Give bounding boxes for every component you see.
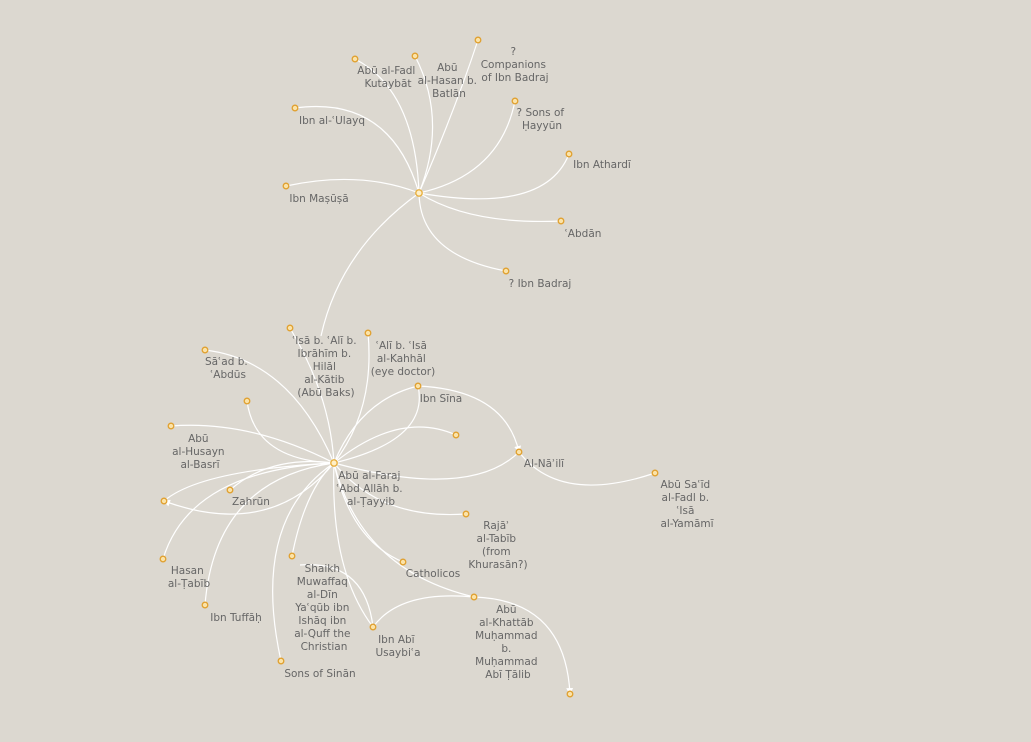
link <box>418 192 562 223</box>
label-khattab: Abū al-Khattāb Muḥammad b. Muḥammad Abī … <box>475 604 541 681</box>
node-zahrun[interactable] <box>226 486 234 494</box>
link <box>333 462 467 516</box>
label-ibnbatlan: Abū al-Hasan b. Batlān <box>418 62 481 100</box>
link <box>294 105 420 194</box>
node-sonshayyun[interactable] <box>511 97 519 105</box>
label-abuhusayn: Abū al-Husayn al-Basrī <box>172 433 228 471</box>
link <box>418 100 516 194</box>
node-sinan[interactable] <box>277 657 285 665</box>
link <box>333 462 475 598</box>
label-naili: Al-Nāʾilī <box>524 458 564 470</box>
link <box>272 462 335 662</box>
link <box>170 424 335 464</box>
link <box>333 426 457 464</box>
label-sinan: Sons of Sinān <box>284 668 355 680</box>
node-unlabeled-3[interactable] <box>160 497 168 505</box>
label-yamami: Abū Saʿīd al-Fadl b. ʿIsā al-Yamāmī <box>660 479 713 530</box>
node-abdan[interactable] <box>557 217 565 225</box>
link <box>418 39 479 194</box>
link <box>333 451 520 480</box>
label-isa: ʿIsā b. ʿAlī b. Ibrāhīm b. Hilāl al-Kāti… <box>292 335 360 399</box>
label-ali: ʿAlī b. ʿIsā al-Kahhāl (eye doctor) <box>371 340 435 378</box>
node-yamami[interactable] <box>651 469 659 477</box>
node-hasan[interactable] <box>159 555 167 563</box>
link <box>473 596 574 695</box>
nodes <box>159 36 659 698</box>
node-ibnsina[interactable] <box>414 382 422 390</box>
link <box>418 153 570 200</box>
label-abdan: ʿAbdān <box>565 228 602 240</box>
node-unlabeled-2[interactable] <box>452 431 460 439</box>
link <box>418 192 507 272</box>
node-ibnbatlan[interactable] <box>411 52 419 60</box>
link <box>299 564 374 628</box>
node-companions[interactable] <box>474 36 482 44</box>
label-muwaffaq: Shaikh Muwaffaq al-Dīn Yaʿqūb ibn Ishāq … <box>294 563 354 653</box>
label-tuffah: Ibn Tuffāḥ <box>210 612 262 624</box>
node-naili[interactable] <box>515 448 523 456</box>
node-abufaraj[interactable] <box>330 459 338 467</box>
link <box>333 385 420 464</box>
node-ali[interactable] <box>364 329 372 337</box>
link <box>518 451 656 486</box>
link <box>333 332 370 464</box>
link <box>372 595 475 628</box>
link <box>204 349 335 464</box>
label-saad: Sāʿad b. ʿAbdūs <box>205 356 251 381</box>
label-companions: ? Companions of Ibn Badraj <box>481 46 550 84</box>
link <box>333 462 374 628</box>
node-tuffah[interactable] <box>201 601 209 609</box>
label-hasan: Hasan al-Ṭabīb <box>168 565 211 590</box>
link <box>163 462 335 515</box>
node-unlabeled-4[interactable] <box>566 690 574 698</box>
link <box>246 400 335 464</box>
link <box>285 178 420 194</box>
link <box>414 55 434 194</box>
link <box>229 460 335 491</box>
label-abualfadl: Abū al-Fadl Kutaybāt <box>357 65 418 90</box>
link <box>289 327 335 464</box>
link <box>291 462 335 557</box>
node-catholicos[interactable] <box>399 558 407 566</box>
labels: ? Companions of Ibn Badraj Abū al-Fadl K… <box>168 46 714 681</box>
label-ibnsina: Ibn Sīna <box>420 393 462 405</box>
label-sonshayyun: ? Sons of Ḥayyūn <box>517 107 568 132</box>
label-masusa: Ibn Maṣūṣā <box>289 193 348 205</box>
node-saad[interactable] <box>201 346 209 354</box>
link <box>417 385 522 453</box>
label-ibnbadraj: ? Ibn Badraj <box>509 278 572 290</box>
label-abufaraj: Abū al-Faraj ʿAbd Allāh b. al-Ṭayyib <box>336 470 406 508</box>
node-isa[interactable] <box>286 324 294 332</box>
links <box>162 39 656 695</box>
link <box>204 462 335 606</box>
node-muwaffaq[interactable] <box>288 552 296 560</box>
node-ibnbadraj[interactable] <box>502 267 510 275</box>
node-raja[interactable] <box>462 510 470 518</box>
node-unlabeled-1[interactable] <box>243 397 251 405</box>
link <box>162 462 335 560</box>
label-raja: Rajāʾ al-Tabīb (from Khurasān?) <box>468 520 527 571</box>
label-athardi: Ibn Athardī <box>573 159 631 171</box>
link <box>354 58 420 194</box>
node-hub-top[interactable] <box>415 189 423 197</box>
label-ulayq: Ibn al-ʿUlayq <box>299 115 365 127</box>
node-usaybia[interactable] <box>369 623 377 631</box>
node-khattab[interactable] <box>470 593 478 601</box>
node-athardi[interactable] <box>565 150 573 158</box>
node-ulayq[interactable] <box>291 104 299 112</box>
label-usaybia: Ibn Abī Usaybiʿa <box>375 634 420 659</box>
label-catholicos: Catholicos <box>406 568 460 580</box>
node-masusa[interactable] <box>282 182 290 190</box>
node-abualfadl[interactable] <box>351 55 359 63</box>
link <box>320 192 420 337</box>
link <box>333 385 419 464</box>
node-abuhusayn[interactable] <box>167 422 175 430</box>
label-zahrun: Zahrūn <box>232 496 270 508</box>
